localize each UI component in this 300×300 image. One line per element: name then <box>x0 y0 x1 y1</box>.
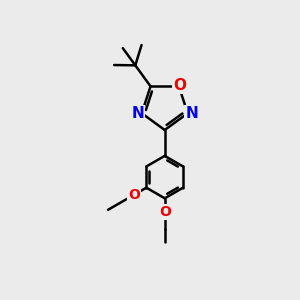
Text: O: O <box>174 78 187 93</box>
Text: N: N <box>185 106 198 122</box>
Text: O: O <box>159 205 171 219</box>
Text: N: N <box>131 106 144 122</box>
Text: O: O <box>128 188 140 202</box>
